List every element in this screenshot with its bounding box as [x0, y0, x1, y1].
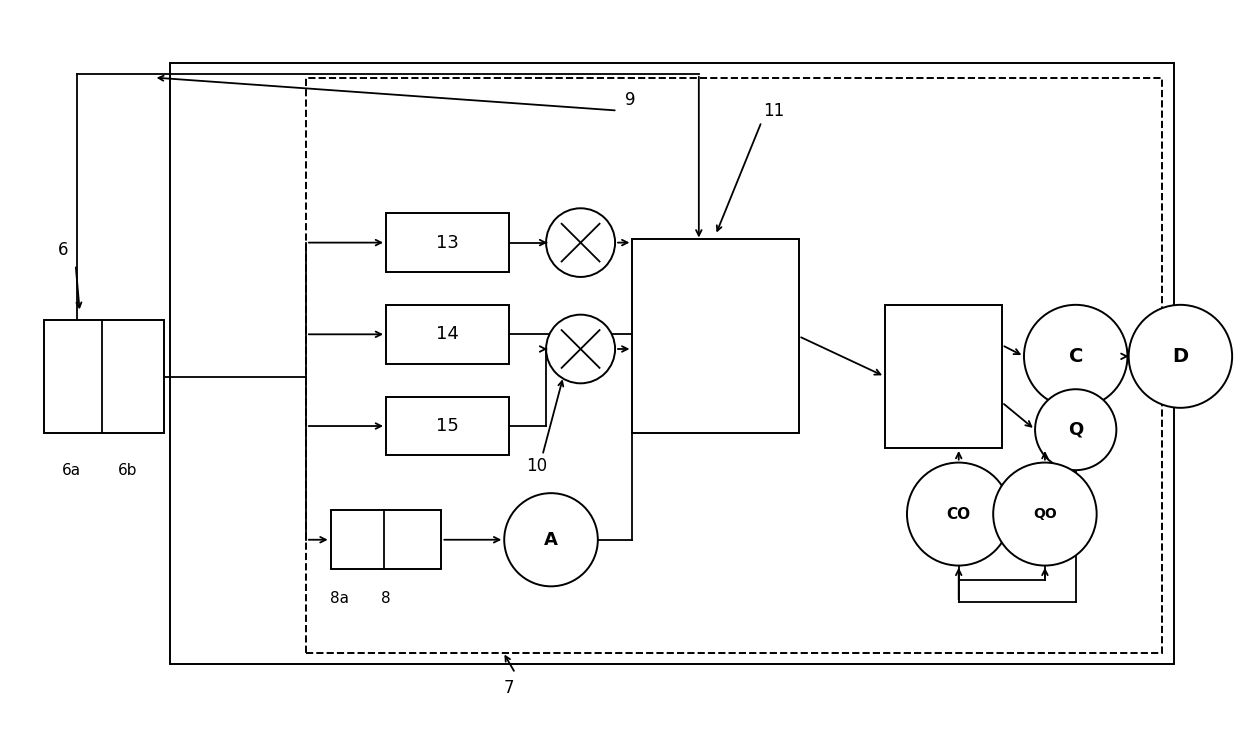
- Text: D: D: [1172, 347, 1188, 366]
- Text: 6: 6: [58, 241, 68, 259]
- Ellipse shape: [993, 462, 1096, 565]
- Text: QO: QO: [1033, 507, 1056, 521]
- Bar: [386, 213, 510, 272]
- Text: 6b: 6b: [118, 463, 138, 478]
- Text: 11: 11: [764, 102, 785, 119]
- Text: 9: 9: [625, 91, 635, 108]
- Bar: [331, 510, 441, 569]
- Ellipse shape: [1128, 305, 1233, 408]
- Bar: [43, 320, 164, 433]
- Text: 15: 15: [436, 417, 459, 435]
- Bar: [632, 239, 799, 433]
- Text: 14: 14: [436, 325, 459, 344]
- Bar: [386, 397, 510, 456]
- Text: 13: 13: [436, 234, 459, 252]
- Text: C: C: [1069, 347, 1083, 366]
- Bar: [386, 305, 510, 364]
- Text: 6a: 6a: [62, 463, 82, 478]
- Bar: [170, 63, 1174, 665]
- Text: Q: Q: [1068, 421, 1084, 439]
- Text: 8: 8: [381, 591, 391, 606]
- Ellipse shape: [546, 315, 615, 384]
- Text: A: A: [544, 531, 558, 549]
- Ellipse shape: [505, 493, 598, 586]
- Ellipse shape: [906, 462, 1011, 565]
- Text: 10: 10: [526, 457, 547, 476]
- Text: 8a: 8a: [330, 591, 348, 606]
- Bar: [885, 305, 1002, 448]
- Ellipse shape: [1035, 390, 1116, 470]
- Ellipse shape: [1024, 305, 1127, 408]
- Text: CO: CO: [946, 507, 971, 522]
- Ellipse shape: [546, 209, 615, 277]
- Text: 7: 7: [503, 679, 515, 697]
- Bar: [306, 77, 1162, 654]
